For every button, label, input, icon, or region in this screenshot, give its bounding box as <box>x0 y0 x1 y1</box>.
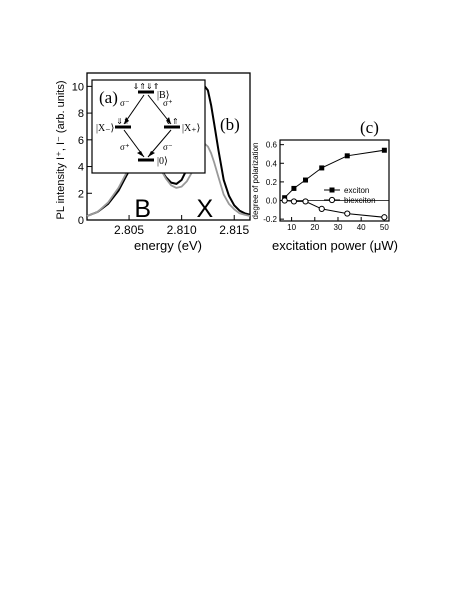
biexciton-point <box>302 198 309 205</box>
arrow-head-icon <box>124 117 129 124</box>
exciton-point <box>344 153 350 159</box>
y-tick-label-c: -0.2 <box>263 215 277 224</box>
legend-label-exciton: exciton <box>344 186 369 195</box>
y-axis-label-c: degree of polarization <box>251 143 260 220</box>
polarization-series-group <box>281 147 388 221</box>
y-tick-label-c: 0.0 <box>266 197 278 206</box>
arrow-head-icon <box>137 151 144 157</box>
spin-symbol-xl: ⇓⇑ <box>116 117 129 126</box>
pl-spectrum-panel: 2.805 2.810 2.815 0 2 4 6 8 10 B X (b) energy (e… <box>55 72 251 253</box>
biexciton-point <box>381 214 388 221</box>
y-tick-label-b: 6 <box>78 135 84 147</box>
legend-marker-exciton <box>329 187 335 193</box>
arrow-head-icon <box>148 151 155 157</box>
x-axis-label-b: energy (eV) <box>134 238 202 253</box>
y-tick-label-c: 0.4 <box>266 159 278 168</box>
level-scheme-inset: (a) ⇓⇑⇓⇑ ⇓⇑ ⇓⇑ |B⟩ |X₋⟩ |X₊⟩ |0⟩ σ⁻ σ⁺ σ… <box>91 79 206 174</box>
x-tick-label-c: 20 <box>310 223 319 232</box>
x-tick-label-c: 40 <box>357 223 366 232</box>
biexciton-point <box>318 205 325 212</box>
x-tick-label-b: 2.815 <box>219 223 249 237</box>
peak-label-b: B <box>134 195 151 223</box>
exciton-point <box>291 185 297 191</box>
sigma-label-lower-right: σ⁻ <box>163 142 173 152</box>
x-tick-label-c: 10 <box>287 223 296 232</box>
x-tick-label-b: 2.810 <box>167 223 197 237</box>
exciton-point <box>303 177 309 183</box>
x-axis-label-c: excitation power (μW) <box>272 238 398 253</box>
peak-label-x: X <box>196 195 213 223</box>
y-tick-label-b: 10 <box>72 81 84 93</box>
x-tick-label-b: 2.805 <box>114 223 144 237</box>
polarization-panel: 10 20 30 40 50 -0.2 0.0 0.2 0.4 0.6 exciton biexc… <box>251 118 398 253</box>
pl-axes-group: 2.805 2.810 2.815 0 2 4 6 8 10 <box>72 81 250 237</box>
plot-frame-c <box>279 139 390 222</box>
spin-symbol-b: ⇓⇑⇓⇑ <box>133 82 160 91</box>
biexciton-point <box>281 197 288 204</box>
sigma-label-upper-right: σ⁺ <box>163 98 173 108</box>
spin-symbol-xr: ⇓⇑ <box>165 117 178 126</box>
legend-label-biexciton: biexciton <box>344 196 376 205</box>
state-label-b: |B⟩ <box>157 90 170 101</box>
y-tick-label-b: 2 <box>78 188 84 200</box>
exciton-point <box>381 147 387 153</box>
y-tick-label-b: 4 <box>78 162 84 174</box>
state-label-0: |0⟩ <box>157 156 168 167</box>
legend-marker-biexciton <box>328 196 336 204</box>
transition-b-to-xr <box>147 94 172 125</box>
state-label-xl: |X₋⟩ <box>96 123 115 134</box>
biexciton-point <box>344 210 351 217</box>
biexciton-point <box>290 198 298 205</box>
y-tick-label-b: 0 <box>78 215 84 227</box>
legend: exciton biexciton <box>324 186 376 205</box>
panel-label-a: (a) <box>99 88 118 107</box>
x-tick-label-c: 30 <box>334 223 343 232</box>
panel-label-c: (c) <box>360 118 379 137</box>
panel-label-b: (b) <box>220 115 240 134</box>
plot-frame-b <box>86 72 251 221</box>
y-tick-label-c: 0.2 <box>266 178 278 187</box>
exciton-point <box>319 165 325 171</box>
y-axis-label-b: PL intensity I⁺, I⁻ (arb. units) <box>55 81 67 220</box>
state-label-xr: |X₊⟩ <box>182 123 201 134</box>
y-tick-label-c: 0.6 <box>266 141 278 150</box>
y-tick-label-b: 8 <box>78 108 84 120</box>
sigma-label-upper-left: σ⁻ <box>120 98 130 108</box>
polarization-axes-group: 10 20 30 40 50 -0.2 0.0 0.2 0.4 0.6 <box>263 141 389 232</box>
sigma-label-lower-left: σ⁺ <box>120 142 130 152</box>
arrow-head-icon <box>166 117 171 124</box>
x-tick-label-c: 50 <box>380 223 389 232</box>
